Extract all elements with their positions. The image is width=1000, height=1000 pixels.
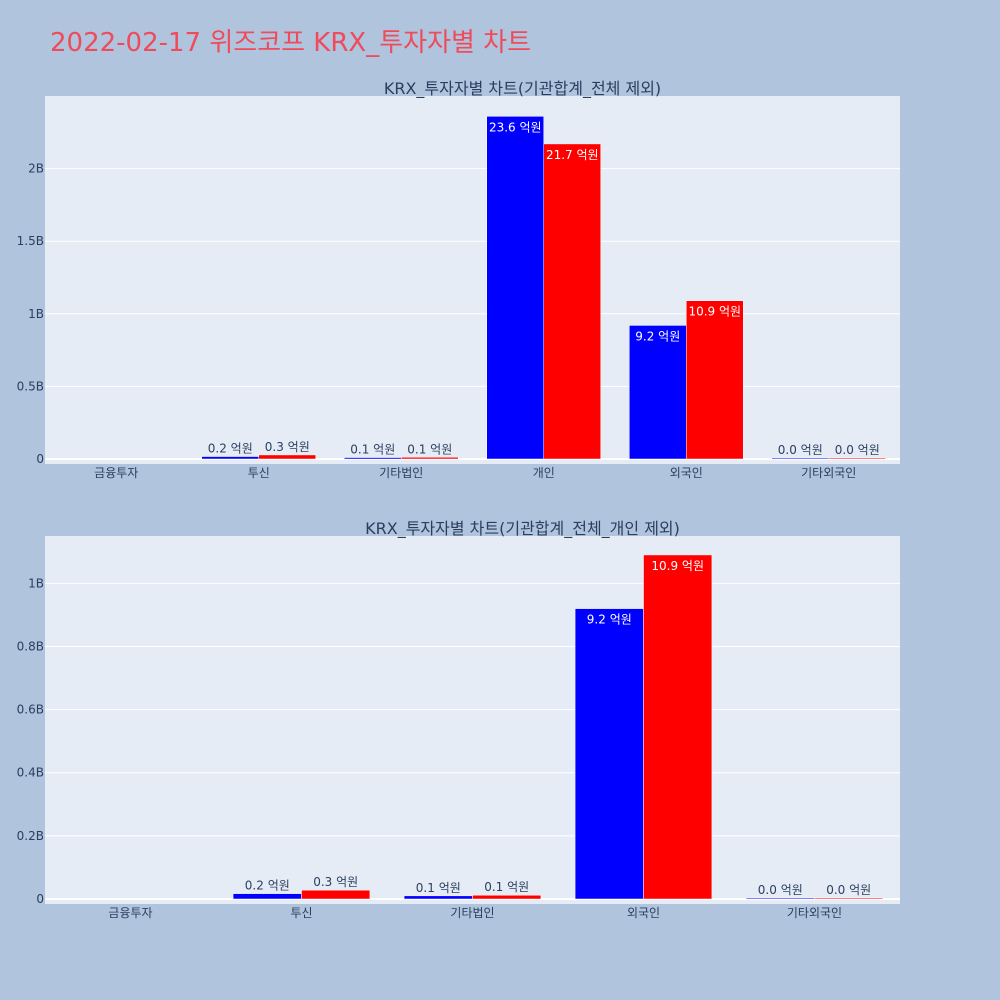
bar — [403, 895, 473, 900]
y-tick-label: 0.8B — [17, 639, 44, 653]
x-tick-label: 금융투자 — [94, 466, 138, 480]
data-label: 23.6 억원 — [489, 120, 542, 134]
y-tick-label: 0.6B — [17, 703, 44, 717]
x-tick-label: 투신 — [248, 466, 270, 480]
y-tick-label: 0 — [36, 452, 44, 466]
bar — [344, 457, 402, 460]
data-label: 0.0 억원 — [826, 883, 871, 897]
chart-title: KRX_투자자별 차트(기관합계_전체 제외) — [384, 79, 661, 99]
bar — [232, 893, 302, 900]
x-tick-label: 외국인 — [670, 466, 703, 480]
x-tick-label: 기타외국인 — [801, 466, 856, 480]
data-label: 0.0 억원 — [758, 883, 803, 897]
data-label: 9.2 억원 — [635, 329, 680, 343]
bar — [643, 554, 713, 900]
data-label: 21.7 억원 — [546, 148, 599, 162]
x-tick-label: 기타법인 — [450, 906, 494, 920]
bar — [472, 894, 542, 900]
y-tick-label: 1B — [28, 576, 44, 590]
plot-area — [45, 536, 900, 904]
data-label: 10.9 억원 — [651, 559, 704, 573]
x-tick-label: 기타외국인 — [787, 906, 842, 920]
x-tick-label: 투신 — [290, 906, 312, 920]
chart-2: 0 0.2B 0.4B 0.6B 0.8B 1B KRX_투자자별 차트(기관합계_전체_개… — [17, 519, 900, 920]
chart-1: 0 0.5B 1B 1.5B 2B KRX_투자자별 차트(기관합계_전체 제외) 금융투자… — [17, 79, 900, 480]
x-tick-label: 외국인 — [627, 906, 660, 920]
page-title: 2022-02-17 위즈코프 KRX_투자자별 차트 — [50, 28, 532, 58]
x-tick-label: 금융투자 — [108, 906, 152, 920]
data-label: 0.1 억원 — [350, 443, 395, 457]
y-tick-label: 0.4B — [17, 766, 44, 780]
data-label: 10.9 억원 — [688, 305, 741, 319]
bar — [771, 457, 829, 460]
bar — [543, 143, 601, 460]
data-label: 0.3 억원 — [265, 440, 310, 454]
data-label: 9.2 억원 — [587, 613, 632, 627]
y-tick-label: 2B — [28, 162, 44, 176]
bar — [201, 456, 259, 460]
data-label: 0.0 억원 — [778, 443, 823, 457]
bar — [574, 608, 644, 900]
y-tick-label: 0.5B — [17, 379, 44, 393]
bar — [629, 325, 687, 460]
y-tick-label: 0.2B — [17, 829, 44, 843]
bar — [814, 897, 884, 900]
data-label: 0.2 억원 — [208, 442, 253, 456]
bar — [745, 897, 815, 900]
y-tick-label: 1.5B — [17, 234, 44, 248]
data-label: 0.1 억원 — [407, 442, 452, 456]
plot-area — [45, 96, 900, 464]
y-tick-label: 1B — [28, 307, 44, 321]
bar — [486, 116, 544, 460]
data-label: 0.2 억원 — [245, 879, 290, 893]
bar — [301, 889, 371, 900]
y-tick-label: 0 — [36, 892, 44, 906]
data-label: 0.1 억원 — [416, 881, 461, 895]
x-tick-label: 개인 — [533, 466, 555, 480]
bar — [686, 300, 744, 460]
data-label: 0.1 억원 — [484, 880, 529, 894]
bar — [258, 454, 316, 460]
chart-title: KRX_투자자별 차트(기관합계_전체_개인 제외) — [365, 519, 680, 539]
x-tick-label: 기타법인 — [379, 466, 423, 480]
data-label: 0.3 억원 — [313, 875, 358, 889]
bar — [401, 457, 459, 460]
bar — [828, 457, 886, 460]
data-label: 0.0 억원 — [835, 443, 880, 457]
